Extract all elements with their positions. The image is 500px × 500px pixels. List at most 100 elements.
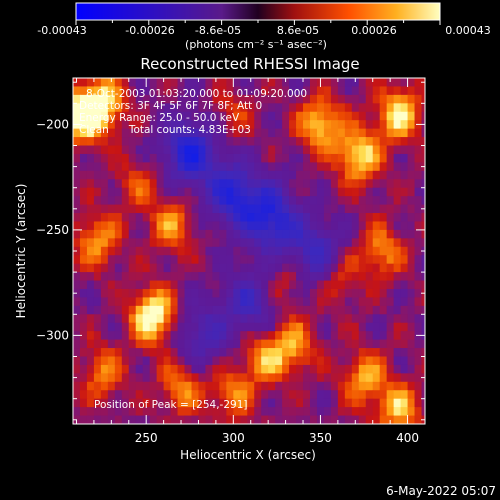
heatmap-cell [261,314,269,324]
heatmap-cell [407,364,416,374]
heatmap-cell [149,78,158,88]
heatmap-cell [365,407,374,417]
heatmap-cell [275,204,283,214]
heatmap-cell [219,331,227,341]
heatmap-cell [407,162,416,172]
heatmap-cell [114,356,123,366]
heatmap-cell [114,170,123,180]
heatmap-cell [177,331,186,341]
heatmap-cell [261,280,269,290]
heatmap-cell [309,86,318,96]
heatmap-cell [365,137,374,147]
heatmap-cell [128,331,137,341]
heatmap-cell [296,111,304,121]
heatmap-cell [254,196,262,206]
heatmap-cell [247,170,255,180]
heatmap-cell [156,339,165,349]
heatmap-cell [142,86,151,96]
heatmap-cell [289,373,297,383]
heatmap-cell [240,390,248,400]
heatmap-cell [142,196,151,206]
heatmap-cell [296,272,304,282]
heatmap-cell [254,381,262,391]
heatmap-cell [309,196,318,206]
heatmap-cell [156,297,165,307]
heatmap-cell [275,103,283,113]
heatmap-cell [323,415,332,424]
heatmap-cell [170,288,179,299]
heatmap-cell [330,314,339,324]
heatmap-cell [79,280,88,290]
heatmap-cell [219,120,227,130]
heatmap-cell [86,162,95,172]
heatmap-cell [261,263,269,273]
heatmap-cell [330,229,339,239]
heatmap-cell [240,213,248,223]
heatmap-cell [344,297,353,307]
heatmap-cell [240,137,248,147]
heatmap-cell [107,348,116,358]
heatmap-cell [303,348,311,358]
heatmap-cell [400,103,409,113]
heatmap-cell [184,331,193,341]
heatmap-cell [268,137,276,147]
heatmap-cell [107,196,116,206]
heatmap-cell [100,162,109,172]
heatmap-cell [372,128,381,138]
heatmap-cell [184,229,193,239]
heatmap-cell [323,255,332,265]
heatmap-cell [386,86,395,96]
heatmap-cell [351,137,360,147]
heatmap-cell [358,407,367,417]
heatmap-cell [323,339,332,349]
heatmap-cell [365,162,374,172]
heatmap-cell [121,162,130,172]
heatmap-cell [198,204,207,214]
heatmap-cell [100,322,109,332]
heatmap-cell [177,238,186,248]
heatmap-cell [296,196,304,206]
heatmap-cell [198,381,207,391]
heatmap-cell [135,415,144,424]
heatmap-cell [184,137,193,147]
heatmap-cell [121,153,130,163]
peak-position-label: Position of Peak = [254,-291] [94,399,248,411]
heatmap-cell [142,153,151,163]
heatmap-cell [351,103,360,113]
heatmap-cell [372,407,381,417]
heatmap-cell [386,314,395,324]
heatmap-cell [247,187,255,197]
heatmap-cell [323,288,332,299]
heatmap-cell [93,137,102,147]
colorbar-tick-label: 0.00026 [351,24,397,37]
heatmap-cell [379,390,388,400]
heatmap-cell [79,229,88,239]
heatmap-cell [275,145,283,155]
heatmap-cell [73,170,81,180]
heatmap-cell [100,187,109,197]
heatmap-cell [93,170,102,180]
heatmap-cell [86,288,95,299]
heatmap-cell [372,373,381,383]
heatmap-cell [142,103,151,113]
heatmap-cell [282,170,290,180]
heatmap-cell [323,103,332,113]
heatmap-cell [254,407,262,417]
heatmap-cell [337,364,346,374]
heatmap-cell [128,390,137,400]
heatmap-cell [205,213,214,223]
heatmap-cell [128,213,137,223]
heatmap-cell [414,196,423,206]
heatmap-cell [163,263,172,273]
chart-title: Reconstructed RHESSI Image [140,55,359,73]
heatmap-cell [400,78,409,88]
heatmap-cell [337,187,346,197]
heatmap-cell [351,356,360,366]
heatmap-cell [261,373,269,383]
heatmap-cell [86,137,95,147]
heatmap-cell [351,187,360,197]
heatmap-cell [114,288,123,299]
heatmap-cell [100,120,109,130]
heatmap-cell [184,162,193,172]
heatmap-cell [198,86,207,96]
